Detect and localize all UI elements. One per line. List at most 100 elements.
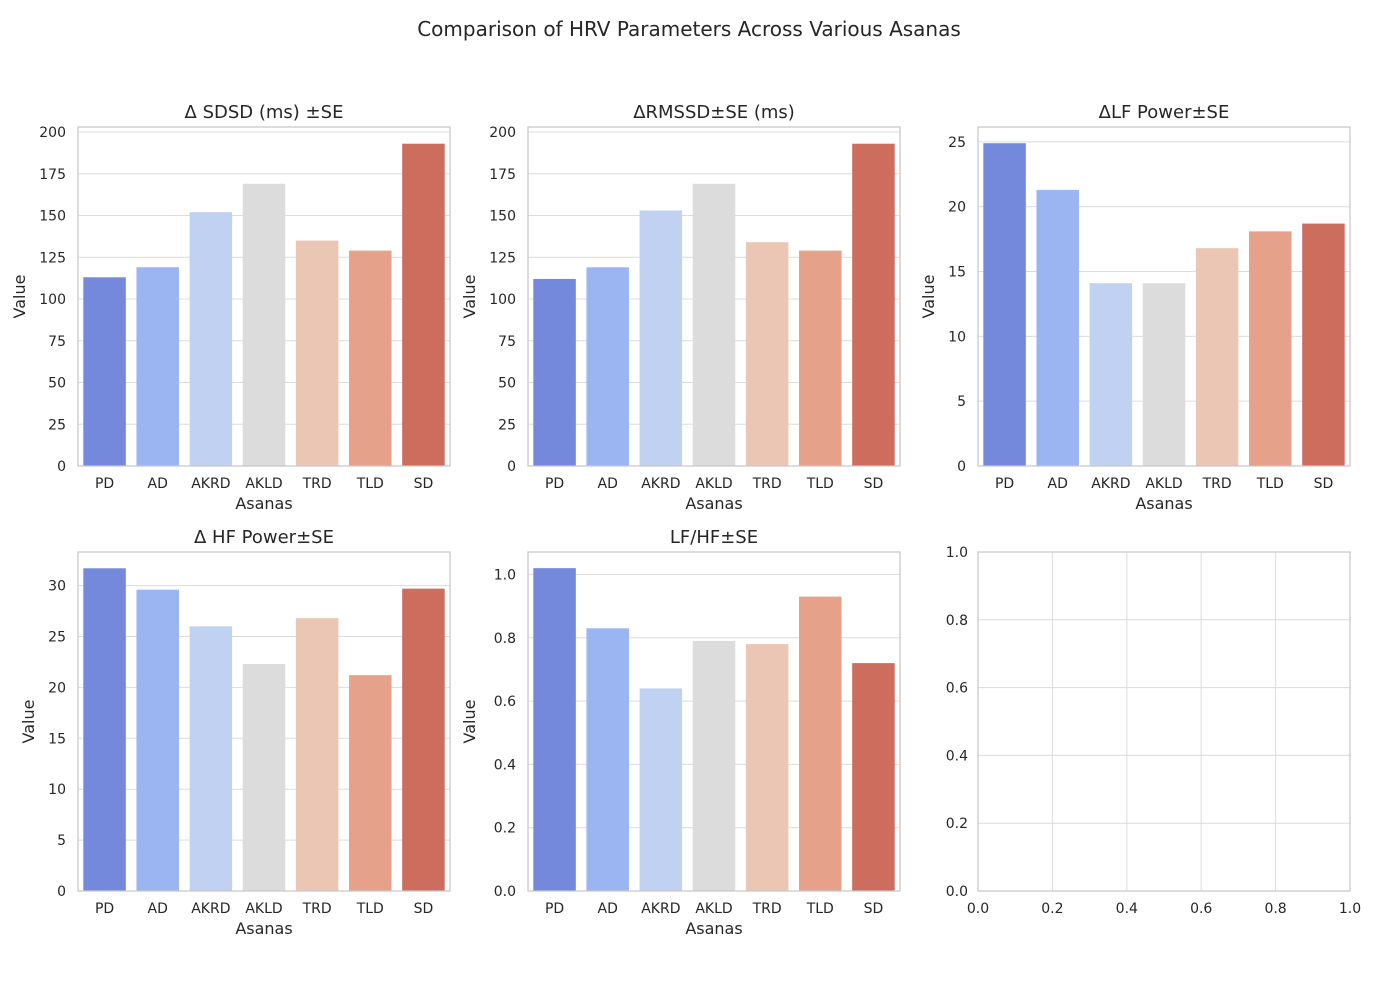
x-tick-label: PD <box>545 476 564 492</box>
bar-akld <box>692 183 736 466</box>
bar-ad <box>136 267 179 466</box>
y-tick-label: 15 <box>948 265 966 281</box>
chart-title: Δ HF Power±SE <box>194 527 334 548</box>
bar-akld <box>692 640 736 891</box>
y-tick-label: 0.2 <box>494 821 516 837</box>
y-axis-label: Value <box>460 700 479 744</box>
x-tick-label: AD <box>598 901 618 917</box>
y-tick-label: 125 <box>39 250 66 266</box>
chart-title: ΔLF Power±SE <box>1099 102 1230 123</box>
x-axis-label: Asanas <box>235 494 292 513</box>
x-tick-label: 0.6 <box>1190 901 1212 917</box>
y-axis-label: Value <box>10 275 29 319</box>
plot-frame <box>527 551 901 892</box>
y-tick-label: 0.6 <box>494 694 516 710</box>
x-tick-label: TRD <box>752 901 782 917</box>
x-tick-label: 0.4 <box>1116 901 1138 917</box>
x-tick-label: AD <box>598 476 618 492</box>
bar-sd <box>402 143 445 466</box>
x-axis-label: Asanas <box>685 919 742 938</box>
x-axis-label: Asanas <box>1135 494 1192 513</box>
x-tick-label: TLD <box>806 901 834 917</box>
chart-panel-6: 0.0 0.2 0.4 0.6 0.8 1.0 0.0 0.2 0.4 0.6 0.8 1.0 <box>946 545 1361 917</box>
x-tick-label: AKLD <box>695 476 732 492</box>
y-tick-label: 0 <box>57 884 66 900</box>
chart-panel-2: 0 25 50 75 100 125 150 175 200 PD AD AKRD AKLD TRD TLD… <box>460 102 901 513</box>
x-tick-label: AKRD <box>641 901 680 917</box>
y-tick-label: 0.6 <box>946 681 968 697</box>
y-tick-label: 175 <box>489 167 516 183</box>
y-tick-label: 5 <box>957 394 966 410</box>
bar-trd <box>1195 248 1239 466</box>
y-tick-label: 25 <box>48 417 66 433</box>
y-tick-label: 0 <box>957 459 966 475</box>
bar-pd <box>83 277 126 466</box>
figure-title: Comparison of HRV Parameters Across Vari… <box>417 17 961 41</box>
y-tick-label: 0.4 <box>494 757 516 773</box>
y-tick-label: 150 <box>39 209 66 225</box>
y-tick-label: 0.0 <box>494 884 516 900</box>
y-tick-label: 20 <box>948 200 966 216</box>
y-tick-label: 15 <box>48 731 66 747</box>
x-tick-label: 1.0 <box>1339 901 1361 917</box>
x-tick-label: TLD <box>356 476 384 492</box>
plot-frame <box>527 126 901 467</box>
chart-panel-5: 0.0 0.2 0.4 0.6 0.8 1.0 PD AD AKRD AKLD TRD TLD SD LF… <box>460 527 901 938</box>
x-tick-label: TLD <box>356 901 384 917</box>
y-tick-label: 200 <box>489 125 516 141</box>
x-tick-label: TLD <box>806 476 834 492</box>
bar-trd <box>745 242 789 466</box>
y-tick-label: 0 <box>507 459 516 475</box>
chart-panel-3: 0 5 10 15 20 25 PD AD AKRD AKLD TRD TLD SD ΔLF Power±… <box>919 102 1351 513</box>
bar-tld <box>799 596 842 891</box>
y-tick-label: 10 <box>48 782 66 798</box>
bar-akrd <box>189 212 233 466</box>
y-tick-label: 0.4 <box>946 748 968 764</box>
x-tick-label: PD <box>95 476 114 492</box>
bar-tld <box>349 675 392 891</box>
x-tick-label: TLD <box>1256 476 1284 492</box>
x-tick-label: AKLD <box>1145 476 1182 492</box>
bar-sd <box>402 588 445 891</box>
bar-ad <box>586 628 629 891</box>
y-tick-label: 75 <box>48 334 66 350</box>
plot-frame <box>77 551 451 892</box>
chart-panel-1: 0 25 50 75 100 125 150 175 200 PD AD AKRD AKLD TRD TLD… <box>10 102 451 513</box>
bar-sd <box>852 143 895 466</box>
x-tick-label: TRD <box>302 901 332 917</box>
x-tick-label: PD <box>545 901 564 917</box>
y-tick-label: 50 <box>48 376 66 392</box>
y-tick-label: 75 <box>498 334 516 350</box>
bar-tld <box>349 250 392 466</box>
x-tick-label: TRD <box>752 476 782 492</box>
bar-ad <box>1036 189 1079 466</box>
bar-trd <box>745 644 789 891</box>
x-tick-label: PD <box>95 901 114 917</box>
bar-trd <box>295 240 339 466</box>
bar-akrd <box>639 688 683 891</box>
y-tick-label: 200 <box>39 125 66 141</box>
bar-tld <box>799 250 842 466</box>
bar-sd <box>852 663 895 891</box>
y-tick-label: 0 <box>57 459 66 475</box>
y-tick-label: 0.8 <box>946 613 968 629</box>
x-tick-label: SD <box>414 901 434 917</box>
x-tick-label: AKRD <box>191 901 230 917</box>
x-tick-label: AKRD <box>641 476 680 492</box>
bar-akrd <box>189 626 233 891</box>
y-tick-label: 100 <box>489 292 516 308</box>
bar-pd <box>533 568 576 891</box>
chart-title: ΔRMSSD±SE (ms) <box>633 102 795 123</box>
x-tick-label: AKRD <box>191 476 230 492</box>
bar-pd <box>83 568 126 891</box>
y-tick-label: 50 <box>498 376 516 392</box>
bar-akld <box>1142 283 1186 466</box>
x-tick-label: TRD <box>1202 476 1232 492</box>
bar-ad <box>586 267 629 466</box>
bar-akrd <box>639 210 683 466</box>
bar-sd <box>1302 223 1345 466</box>
y-tick-label: 125 <box>489 250 516 266</box>
y-axis-label: Value <box>460 275 479 319</box>
y-tick-label: 25 <box>948 135 966 151</box>
x-axis-label: Asanas <box>685 494 742 513</box>
